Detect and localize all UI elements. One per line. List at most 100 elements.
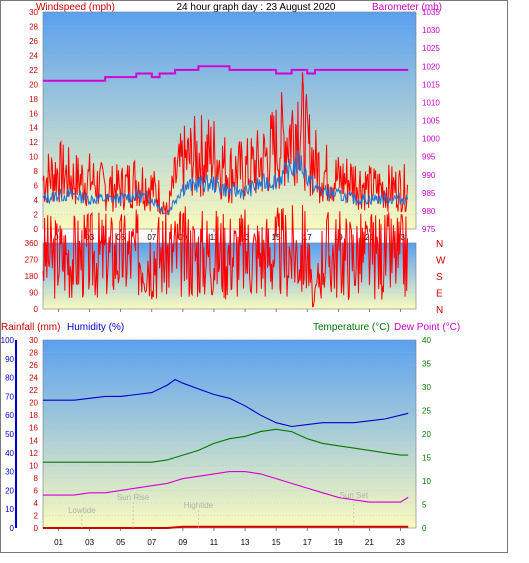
humidity-y-tick-label: 80 [5, 374, 14, 383]
x-tick-label: 03 [85, 538, 94, 547]
compass-label: E [436, 289, 443, 300]
wind-y-tick-label: 2 [34, 211, 39, 220]
baro-y-tick-label: 1030 [422, 26, 440, 35]
baro-y-tick-label: 1035 [422, 8, 440, 17]
temp-plot-area [42, 339, 417, 529]
wind-y-tick-label: 16 [29, 109, 38, 118]
tide-sun-annotation: Sun Set [340, 491, 369, 500]
x-tick-label: 17 [303, 233, 312, 242]
x-tick-label: 15 [272, 538, 281, 547]
temperature-line [43, 428, 409, 463]
temp-y-tick-label: 15 [422, 454, 431, 463]
compass-label: N [436, 239, 443, 250]
x-tick-label: 11 [210, 538, 219, 547]
direction-y-tick-label: 180 [25, 272, 39, 281]
x-tick-label: 07 [147, 233, 156, 242]
rainfall-line [43, 525, 409, 529]
temp-y-tick-label: 40 [422, 336, 431, 345]
windspeed-line [42, 72, 408, 216]
x-tick-label: 05 [116, 233, 125, 242]
baro-y-tick-label: 1025 [422, 44, 440, 53]
rain-y-tick-label: 8 [34, 474, 39, 483]
dewpoint-line [43, 471, 409, 503]
x-tick-label: 01 [54, 233, 63, 242]
rain-y-tick-label: 30 [29, 336, 38, 345]
rain-y-tick-label: 14 [29, 436, 38, 445]
temp-y-tick-label: 35 [422, 360, 431, 369]
average-wind-line [42, 149, 409, 216]
rain-y-tick-label: 0 [34, 524, 39, 533]
baro-y-tick-label: 1000 [422, 135, 440, 144]
barometer-axis-title: Barometer (mb) [372, 2, 442, 13]
wind-y-tick-label: 26 [29, 37, 38, 46]
rain-y-tick-label: 26 [29, 361, 38, 370]
tide-sun-annotation: Lowtide [68, 506, 96, 515]
humidity-y-tick-label: 20 [5, 486, 14, 495]
x-tick-label: 15 [272, 233, 281, 242]
wind-y-tick-label: 22 [29, 66, 38, 75]
wind-y-tick-label: 12 [29, 138, 38, 147]
baro-y-tick-label: 1010 [422, 98, 440, 107]
humidity-y-tick-label: 60 [5, 411, 14, 420]
direction-y-tick-label: 0 [34, 305, 39, 314]
temp-y-tick-label: 30 [422, 383, 431, 392]
temp-y-tick-label: 0 [422, 524, 427, 533]
wind-y-tick-label: 30 [29, 8, 38, 17]
x-tick-label: 17 [303, 538, 312, 547]
temp-y-tick-label: 25 [422, 407, 431, 416]
temp-y-tick-label: 20 [422, 430, 431, 439]
x-tick-label: 21 [365, 233, 374, 242]
x-tick-label: 11 [210, 233, 219, 242]
baro-y-tick-label: 975 [422, 225, 436, 234]
direction-y-tick-label: 90 [29, 289, 38, 298]
x-tick-label: 07 [147, 538, 156, 547]
humidity-y-tick-label: 50 [5, 430, 14, 439]
humidity-y-tick-label: 0 [10, 524, 15, 533]
wind-y-tick-label: 18 [29, 95, 38, 104]
wind-y-tick-label: 8 [34, 167, 39, 176]
chart-marks: 0246810121416182022242628309759809859909… [1, 8, 446, 547]
rain-y-tick-label: 18 [29, 411, 38, 420]
wind-y-tick-label: 10 [29, 153, 38, 162]
wind-y-tick-label: 14 [29, 124, 38, 133]
humidity-y-tick-label: 100 [1, 336, 15, 345]
rain-y-tick-label: 12 [29, 449, 38, 458]
humidity-y-tick-label: 10 [5, 505, 14, 514]
temp-y-tick-label: 5 [422, 501, 427, 510]
graph-title: 24 hour graph day : 23 August 2020 [176, 2, 335, 13]
wind-direction-line [42, 204, 408, 308]
baro-y-tick-label: 1020 [422, 62, 440, 71]
baro-y-tick-label: 985 [422, 189, 436, 198]
x-tick-label: 01 [54, 538, 63, 547]
rainfall-axis-title: Rainfall (mm) [1, 322, 60, 333]
wind-y-tick-label: 24 [29, 51, 38, 60]
baro-y-tick-label: 1015 [422, 80, 440, 89]
humidity-y-tick-label: 70 [5, 392, 14, 401]
baro-y-tick-label: 1005 [422, 117, 440, 126]
barometer-line [43, 65, 409, 82]
baro-y-tick-label: 990 [422, 171, 436, 180]
humidity-line [43, 378, 409, 428]
compass-label: S [436, 272, 443, 283]
compass-label: W [436, 256, 446, 267]
rain-y-tick-label: 22 [29, 386, 38, 395]
rain-y-tick-label: 20 [29, 399, 38, 408]
x-tick-label: 09 [178, 233, 187, 242]
wind-y-tick-label: 28 [29, 22, 38, 31]
rain-y-tick-label: 10 [29, 461, 38, 470]
humidity-y-tick-label: 30 [5, 468, 14, 477]
rain-y-tick-label: 28 [29, 349, 38, 358]
wind-y-tick-label: 6 [34, 182, 39, 191]
rain-y-tick-label: 2 [34, 511, 39, 520]
rain-y-tick-label: 6 [34, 486, 39, 495]
humidity-y-tick-label: 40 [5, 449, 14, 458]
rain-y-tick-label: 16 [29, 424, 38, 433]
x-tick-label: 05 [116, 538, 125, 547]
wind-y-tick-label: 20 [29, 80, 38, 89]
tide-sun-annotation: Sun Rise [117, 493, 150, 502]
baro-y-tick-label: 980 [422, 207, 436, 216]
temp-y-tick-label: 10 [422, 477, 431, 486]
wind-y-tick-label: 0 [34, 225, 39, 234]
temperature-axis-title: Temperature (°C) [313, 322, 390, 333]
